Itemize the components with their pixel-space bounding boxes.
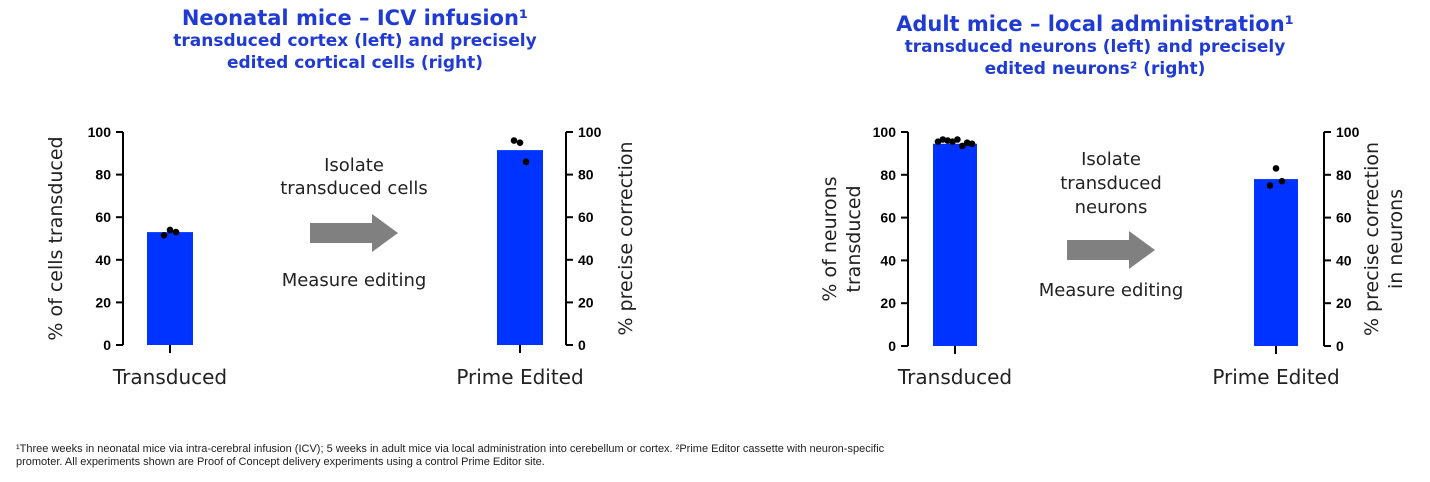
y-tick-label: 100 bbox=[88, 124, 112, 140]
subtitle-adult-line1: transduced neurons (left) and precisely bbox=[904, 37, 1286, 57]
y-tick-label: 80 bbox=[95, 167, 111, 183]
arrow-label-measure-right: Measure editing bbox=[1039, 280, 1184, 301]
arrow-label-neurons: neurons bbox=[1075, 197, 1148, 218]
y-axis-title: in neurons bbox=[1385, 189, 1407, 289]
arrow-label-isolate-right: Isolate bbox=[1081, 149, 1141, 170]
data-point bbox=[510, 137, 518, 144]
bar bbox=[1254, 179, 1298, 346]
bar bbox=[933, 143, 977, 346]
arrows bbox=[310, 214, 1155, 269]
y-tick-label: 0 bbox=[1336, 338, 1344, 354]
footnote-line2: promoter. All experiments shown are Proo… bbox=[16, 456, 545, 468]
y-axis-title: transduced bbox=[843, 185, 865, 292]
x-category-label: Prime Edited bbox=[1212, 365, 1339, 389]
arrow-right-icon bbox=[310, 214, 398, 252]
y-tick-label: 60 bbox=[578, 209, 594, 225]
y-tick-label: 20 bbox=[578, 294, 594, 310]
data-point bbox=[958, 142, 966, 150]
y-tick-label: 0 bbox=[888, 338, 896, 354]
data-point bbox=[1272, 165, 1280, 172]
footnote: ¹Three weeks in neonatal mice via intra-… bbox=[16, 443, 1096, 469]
y-tick-label: 20 bbox=[880, 295, 896, 311]
y-axis-title: % precise correction bbox=[1361, 142, 1383, 336]
subtitle-neonatal-line1: transduced cortex (left) and precisely bbox=[173, 31, 537, 51]
data-point bbox=[968, 140, 976, 148]
charts-canvas: Isolate transduced cells Measure editing… bbox=[45, 124, 1407, 389]
y-tick-label: 0 bbox=[578, 337, 586, 353]
y-tick-label: 40 bbox=[880, 252, 896, 268]
bar bbox=[497, 150, 543, 345]
y-tick-label: 80 bbox=[578, 167, 594, 183]
arrow-label-measure-left: Measure editing bbox=[282, 270, 427, 291]
title-neonatal: Neonatal mice – ICV infusion¹ bbox=[181, 6, 529, 30]
data-point bbox=[172, 228, 180, 236]
x-category-label: Prime Edited bbox=[456, 365, 583, 389]
arrow-right-icon bbox=[1067, 231, 1155, 269]
panel-title-neonatal: Neonatal mice – ICV infusion¹ transduced… bbox=[40, 6, 670, 74]
y-tick-label: 100 bbox=[1336, 124, 1360, 140]
y-tick-label: 20 bbox=[95, 294, 111, 310]
x-category-label: Transduced bbox=[897, 365, 1012, 389]
arrow-label-transduced-cells: transduced cells bbox=[280, 178, 428, 199]
y-tick-label: 60 bbox=[880, 210, 896, 226]
footnote-line1: ¹Three weeks in neonatal mice via intra-… bbox=[16, 443, 885, 455]
bar bbox=[147, 232, 193, 345]
data-point bbox=[1266, 182, 1274, 189]
y-tick-label: 40 bbox=[578, 252, 594, 268]
arrow-labels: Isolate transduced cells Measure editing… bbox=[280, 149, 1183, 301]
title-adult: Adult mice – local administration¹ bbox=[896, 12, 1294, 36]
y-tick-label: 80 bbox=[1336, 167, 1352, 183]
y-tick-label: 40 bbox=[95, 252, 111, 268]
subtitle-neonatal-line2: edited cortical cells (right) bbox=[226, 53, 484, 73]
y-axis-title: % precise correction bbox=[615, 141, 637, 335]
y-tick-label: 60 bbox=[95, 209, 111, 225]
y-axis-title: % of cells transduced bbox=[45, 136, 67, 340]
y-tick-label: 100 bbox=[578, 124, 602, 140]
y-tick-label: 0 bbox=[103, 337, 111, 353]
data-point bbox=[954, 136, 961, 143]
y-tick-label: 80 bbox=[880, 167, 896, 183]
y-tick-label: 20 bbox=[1336, 295, 1352, 311]
y-tick-label: 100 bbox=[873, 124, 897, 140]
data-point bbox=[160, 232, 168, 239]
subtitle-adult-line2: edited neurons² (right) bbox=[984, 59, 1206, 79]
x-category-label: Transduced bbox=[112, 365, 227, 389]
y-tick-label: 40 bbox=[1336, 252, 1352, 268]
data-point bbox=[516, 139, 524, 146]
panel-title-adult: Adult mice – local administration¹ trans… bbox=[780, 12, 1410, 80]
data-point bbox=[1278, 177, 1286, 185]
y-tick-label: 60 bbox=[1336, 210, 1352, 226]
y-axis-title: % of neurons bbox=[819, 176, 841, 301]
data-point bbox=[522, 158, 530, 166]
arrow-label-transduced: transduced bbox=[1060, 173, 1162, 194]
data-point bbox=[166, 226, 174, 234]
arrow-label-isolate-left: Isolate bbox=[324, 155, 384, 176]
